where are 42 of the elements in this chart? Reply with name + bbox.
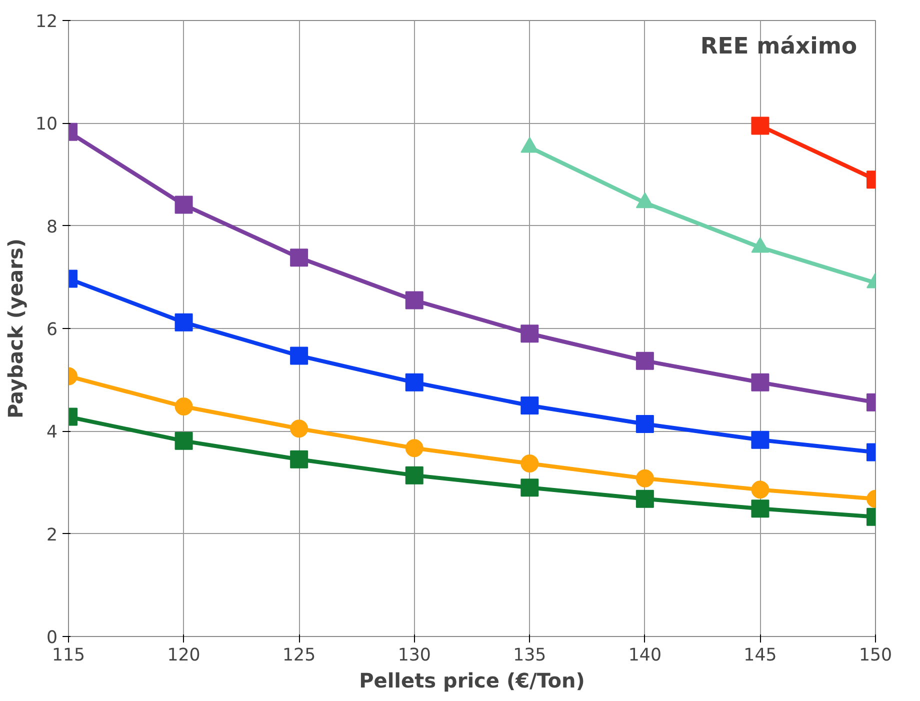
point xyxy=(636,414,654,433)
y-tick-label: 6 xyxy=(46,320,58,340)
x-tick-label: 130 xyxy=(398,646,431,666)
point xyxy=(751,480,770,499)
point xyxy=(290,248,308,267)
point xyxy=(636,490,654,508)
point xyxy=(520,396,539,414)
x-tick-label: 140 xyxy=(628,646,662,666)
x-tick-label: 120 xyxy=(167,646,200,666)
point xyxy=(290,450,308,468)
point xyxy=(174,398,193,416)
point xyxy=(751,500,770,518)
x-axis-title: Pellets price (€/Ton) xyxy=(359,668,585,692)
point xyxy=(636,352,654,370)
y-tick-label: 2 xyxy=(46,525,58,546)
point xyxy=(405,439,424,458)
x-tick-label: 115 xyxy=(52,646,86,666)
y-axis-title: Payback (years) xyxy=(3,238,28,419)
point xyxy=(174,313,193,332)
point xyxy=(520,324,539,343)
point xyxy=(520,478,539,497)
x-tick-label: 150 xyxy=(858,646,892,666)
x-tick-label: 145 xyxy=(744,646,777,666)
x-tick-label: 135 xyxy=(513,646,546,666)
x-tick-label: 125 xyxy=(282,646,316,666)
y-tick-label: 12 xyxy=(35,12,58,32)
point xyxy=(290,346,308,365)
point xyxy=(405,291,424,310)
point xyxy=(405,373,424,392)
y-tick-label: 0 xyxy=(46,628,58,648)
point xyxy=(636,469,654,488)
point xyxy=(174,432,193,450)
y-tick-label: 8 xyxy=(46,217,58,238)
annotation: REE máximo xyxy=(700,33,858,60)
point xyxy=(405,466,424,484)
y-tick-label: 10 xyxy=(35,114,58,135)
point xyxy=(520,454,539,472)
point xyxy=(751,373,770,392)
point xyxy=(751,430,770,449)
point xyxy=(290,420,308,438)
y-tick-label: 4 xyxy=(46,422,58,443)
point xyxy=(174,196,193,214)
